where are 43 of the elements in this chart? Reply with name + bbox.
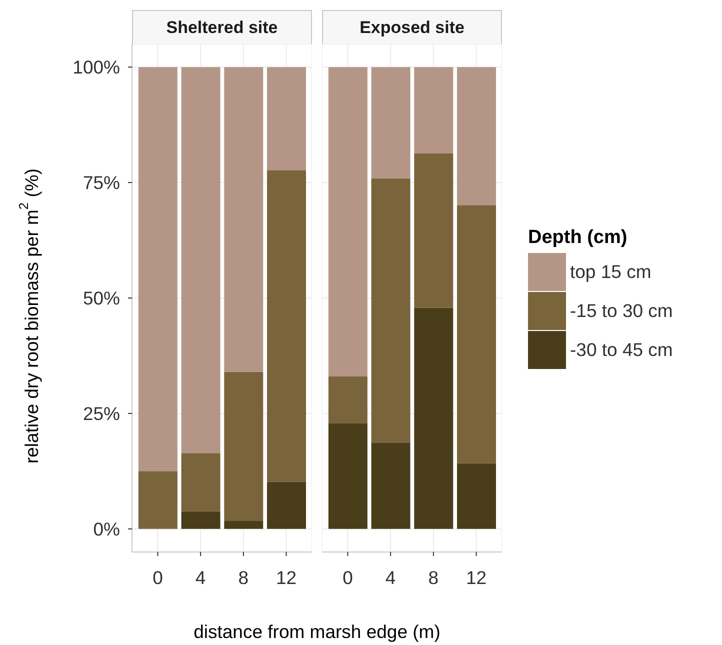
bar bbox=[224, 372, 264, 522]
x-tick-label: 0 bbox=[152, 567, 163, 588]
bar bbox=[371, 443, 410, 529]
chart-title: Sheltered site bbox=[166, 18, 278, 38]
x-axis-title: distance from marsh edge (m) bbox=[194, 620, 440, 644]
bar bbox=[328, 67, 368, 377]
bar bbox=[328, 376, 368, 424]
bar bbox=[328, 423, 368, 529]
legend-label: top 15 cm bbox=[570, 261, 652, 283]
bar bbox=[414, 153, 454, 308]
bar bbox=[138, 67, 178, 472]
bar bbox=[267, 170, 306, 482]
bar bbox=[181, 511, 220, 529]
y-tick-label: 100% bbox=[72, 56, 120, 78]
y-tick-label: 75% bbox=[82, 172, 120, 194]
bar bbox=[457, 463, 496, 529]
bar bbox=[267, 67, 306, 170]
bar bbox=[224, 521, 264, 529]
x-tick-label: 4 bbox=[385, 567, 396, 588]
legend-label: -15 to 30 cm bbox=[570, 300, 673, 322]
bar bbox=[371, 67, 410, 178]
chart-title: Exposed site bbox=[360, 18, 464, 38]
y-tick-label: 25% bbox=[82, 403, 120, 424]
bar bbox=[267, 482, 306, 529]
x-tick-label: 12 bbox=[276, 567, 297, 588]
x-tick-label: 8 bbox=[428, 567, 439, 588]
bar bbox=[457, 205, 496, 464]
bar bbox=[224, 67, 264, 372]
bar bbox=[181, 67, 220, 454]
x-tick-label: 4 bbox=[195, 567, 206, 588]
legend-title: Depth (cm) bbox=[528, 226, 628, 248]
x-tick-label: 8 bbox=[238, 567, 249, 588]
x-tick-label: 12 bbox=[466, 567, 487, 588]
y-tick-label: 50% bbox=[82, 288, 120, 309]
bar bbox=[457, 67, 496, 206]
x-tick-label: 0 bbox=[342, 567, 353, 588]
legend-label: -30 to 45 cm bbox=[570, 339, 673, 361]
bar bbox=[138, 471, 178, 529]
y-tick-label: 0% bbox=[93, 518, 120, 540]
bar bbox=[371, 178, 410, 444]
bar bbox=[414, 308, 454, 529]
bar bbox=[414, 67, 454, 154]
bar bbox=[181, 453, 220, 512]
